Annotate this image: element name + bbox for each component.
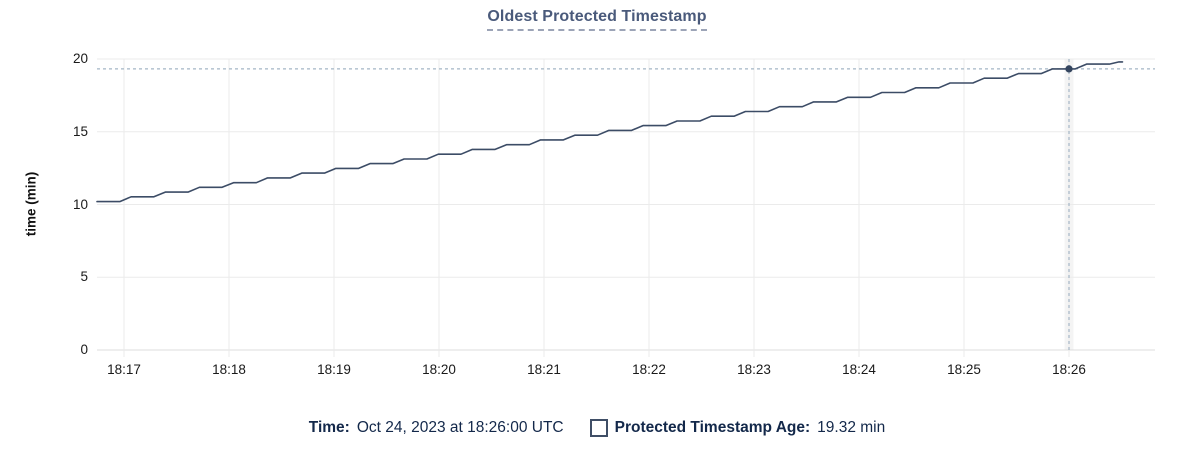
data-point-marker [1065,65,1073,73]
chart-title[interactable]: Oldest Protected Timestamp [487,8,707,31]
legend-series-group[interactable]: Protected Timestamp Age: 19.32 min [589,419,886,437]
x-tick-label: 18:23 [737,362,771,377]
x-tick-label: 18:22 [632,362,666,377]
y-tick-label: 10 [72,196,88,212]
x-tick-label: 18:24 [842,362,876,377]
x-tick-label: 18:20 [422,362,456,377]
x-tick-label: 18:25 [947,362,981,377]
y-tick-label: 5 [80,269,88,285]
chart-title-row: Oldest Protected Timestamp [0,8,1194,31]
legend-time-label: Time: [308,419,350,436]
legend-time-group: Time: Oct 24, 2023 at 18:26:00 UTC [309,419,564,437]
x-tick-label: 18:18 [212,362,246,377]
legend-checkbox[interactable] [589,419,608,437]
x-tick-label: 18:26 [1052,362,1086,377]
x-tick-label: 18:19 [317,362,351,377]
y-tick-label: 20 [72,51,88,66]
y-tick-label: 15 [72,123,88,139]
legend-time-value: Oct 24, 2023 at 18:26:00 UTC [356,419,564,436]
legend: Time: Oct 24, 2023 at 18:26:00 UTC Prote… [0,419,1194,437]
legend-age-label[interactable]: Protected Timestamp Age: [614,419,811,436]
y-tick-label: 0 [80,342,88,357]
legend-age-value: 19.32 min [817,419,886,436]
series-line [96,61,1124,203]
x-tick-label: 18:21 [527,362,561,377]
x-tick-label: 18:17 [107,362,141,377]
